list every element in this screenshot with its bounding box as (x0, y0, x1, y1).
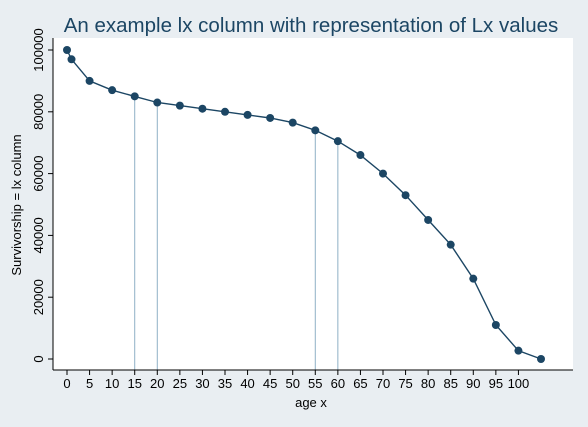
data-point (108, 86, 117, 95)
x-tick-label: 5 (86, 376, 93, 391)
data-point (446, 240, 455, 249)
y-axis-label: Survivorship = lx column (9, 134, 24, 275)
data-point (333, 137, 342, 146)
data-point (130, 92, 139, 101)
data-point (198, 104, 207, 113)
x-tick-label: 15 (127, 376, 141, 391)
x-tick-label: 35 (218, 376, 232, 391)
x-tick-label: 50 (285, 376, 299, 391)
x-tick-label: 55 (308, 376, 322, 391)
data-point (514, 346, 523, 355)
data-point (63, 46, 71, 54)
x-tick-label: 65 (353, 376, 367, 391)
x-tick-label: 0 (63, 376, 70, 391)
x-tick-label: 10 (105, 376, 119, 391)
x-tick-label: 20 (150, 376, 164, 391)
y-tick-label: 60000 (31, 156, 46, 192)
y-axis: 0 20000 40000 60000 80000 100000 (31, 28, 54, 370)
plot-area (53, 38, 573, 370)
y-tick-label: 0 (31, 355, 46, 362)
data-point (424, 215, 433, 224)
data-point (356, 151, 365, 160)
x-tick-label: 70 (376, 376, 390, 391)
x-tick-label: 75 (398, 376, 412, 391)
x-axis-label: age x (295, 395, 327, 410)
x-tick-label: 90 (466, 376, 480, 391)
data-point (401, 191, 410, 200)
y-tick-label: 40000 (31, 217, 46, 253)
data-point (266, 113, 275, 122)
data-point (221, 107, 229, 116)
y-tick-label: 100000 (31, 28, 46, 71)
data-point (175, 101, 184, 110)
y-tick-label: 80000 (31, 94, 46, 130)
x-tick-label: 95 (489, 376, 503, 391)
data-point (311, 126, 320, 135)
x-tick-label: 100 (508, 376, 530, 391)
data-point (85, 76, 94, 85)
chart-title: An example lx column with representation… (64, 14, 559, 37)
data-point (153, 98, 162, 107)
x-axis: 0 5 10 15 20 25 30 35 40 45 50 55 60 65 70 75 80 85 90 95 10… (53, 369, 573, 391)
x-tick-label: 25 (173, 376, 187, 391)
data-point (469, 274, 478, 283)
x-tick-label: 85 (443, 376, 457, 391)
data-point (243, 110, 252, 119)
series-points (63, 46, 545, 363)
x-tick-label: 30 (195, 376, 209, 391)
y-tick-label: 20000 (31, 279, 46, 315)
x-tick-label: 40 (240, 376, 254, 391)
x-tick-label: 45 (263, 376, 277, 391)
data-point (379, 169, 387, 178)
data-point (288, 118, 297, 127)
data-point (491, 321, 500, 330)
data-point (537, 355, 545, 363)
x-tick-label: 60 (331, 376, 345, 391)
x-tick-label: 80 (421, 376, 435, 391)
reference-lines (134, 96, 339, 370)
data-point (67, 55, 76, 64)
